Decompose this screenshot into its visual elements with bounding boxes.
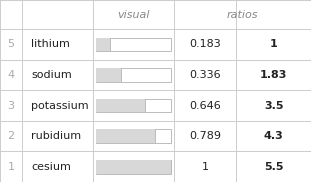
Text: 2: 2 (7, 131, 14, 141)
Text: 0.336: 0.336 (189, 70, 221, 80)
Bar (96, 160, 171, 174)
Text: lithium: lithium (31, 39, 70, 49)
Bar (96, 129, 155, 143)
Text: potassium: potassium (31, 101, 89, 110)
Text: 3.5: 3.5 (264, 101, 283, 110)
Bar (96, 99, 171, 112)
Text: 1: 1 (270, 39, 277, 49)
Bar (96, 129, 171, 143)
Text: 1: 1 (7, 162, 14, 172)
Text: 4.3: 4.3 (264, 131, 284, 141)
Text: 3: 3 (7, 101, 14, 110)
Text: sodium: sodium (31, 70, 72, 80)
Text: 0.183: 0.183 (189, 39, 221, 49)
Text: rubidium: rubidium (31, 131, 81, 141)
Bar (96, 68, 171, 82)
Text: 5: 5 (7, 39, 14, 49)
Bar (96, 99, 145, 112)
Bar (96, 37, 110, 51)
Bar (96, 160, 171, 174)
Text: 4: 4 (7, 70, 14, 80)
Text: ratios: ratios (227, 10, 258, 19)
Text: visual: visual (118, 10, 150, 19)
Text: 1.83: 1.83 (260, 70, 287, 80)
Bar (96, 68, 122, 82)
Text: 0.789: 0.789 (189, 131, 221, 141)
Text: 0.646: 0.646 (189, 101, 221, 110)
Text: 5.5: 5.5 (264, 162, 283, 172)
Text: 1: 1 (202, 162, 209, 172)
Bar (96, 37, 171, 51)
Text: cesium: cesium (31, 162, 71, 172)
